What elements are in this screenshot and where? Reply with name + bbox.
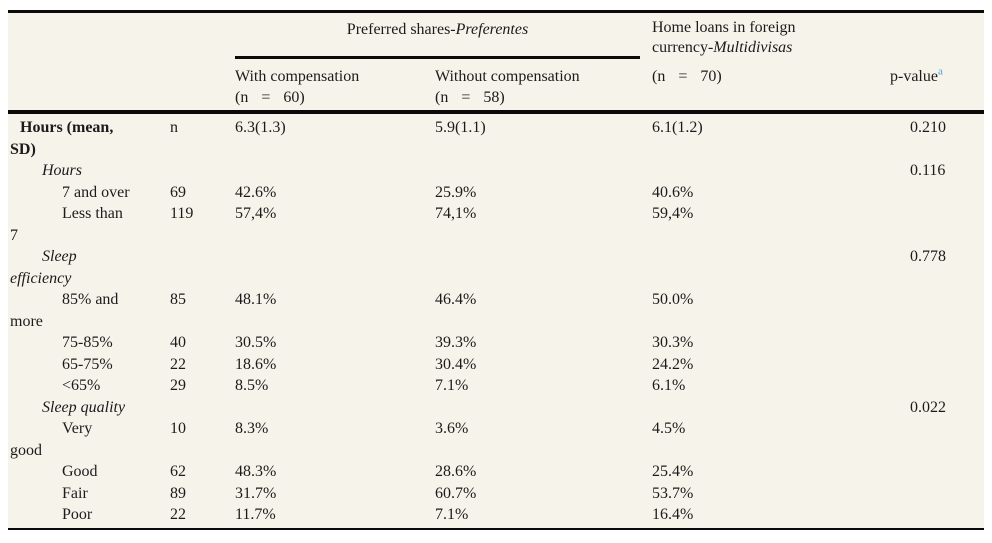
header-subcolumn-row: With compensation (n = 60) Without compe… xyxy=(8,59,984,110)
row-without-compensation-value: 7.1% xyxy=(435,377,469,394)
with-compensation-label: With compensation xyxy=(235,68,360,85)
row-label: Fair xyxy=(62,484,88,502)
results-table: Preferred shares-Preferentes Home loans … xyxy=(8,10,984,530)
table-row: <65% 29 8.5% 7.1% 6.1% xyxy=(8,375,984,397)
row-home-loans-value: 4.5% xyxy=(652,420,686,437)
column-header-with-compensation: With compensation (n = 60) xyxy=(235,59,435,110)
row-with-compensation-value: 11.7% xyxy=(235,506,276,523)
row-with-compensation-value: 48.3% xyxy=(235,463,277,480)
row-p-value: 0.022 xyxy=(910,398,946,416)
row-label: 65-75% xyxy=(62,355,113,373)
table-row: Good 62 48.3% 28.6% 25.4% xyxy=(8,461,984,483)
row-without-compensation-value: 39.3% xyxy=(435,334,477,351)
with-compensation-n: (n = 60) xyxy=(235,89,305,106)
row-p-value: 0.116 xyxy=(910,162,946,179)
row-with-compensation-value: 30.5% xyxy=(235,334,277,351)
row-with-compensation-value: 18.6% xyxy=(235,355,277,373)
row-home-loans-value: 25.4% xyxy=(652,463,694,480)
row-without-compensation-value: 3.6% xyxy=(435,420,469,437)
row-n-value: 22 xyxy=(170,506,186,523)
column-header-home-loans-n: (n = 70) xyxy=(652,68,722,85)
row-with-compensation-value: 48.1% xyxy=(235,291,277,308)
row-with-compensation-value: 31.7% xyxy=(235,484,277,502)
row-with-compensation-value: 8.3% xyxy=(235,420,269,437)
table-body: Hours (mean, SD) n 6.3(1.3) 5.9(1.1) 6.1… xyxy=(8,114,984,528)
row-label: 75-85% xyxy=(62,334,113,351)
row-label: Less than 7 xyxy=(10,205,123,244)
table-row: Sleep quality 0.022 xyxy=(8,397,984,419)
row-n-value: 85 xyxy=(170,291,186,308)
row-n-value: 22 xyxy=(170,355,186,373)
row-home-loans-value: 40.6% xyxy=(652,183,694,201)
table-row: Very good 10 8.3% 3.6% 4.5% xyxy=(8,418,984,461)
p-value-footnote-marker: a xyxy=(937,65,943,78)
group2-text: Home loans in foreign currency- xyxy=(652,19,796,56)
row-home-loans-value: 30.3% xyxy=(652,334,694,351)
row-n-value: 119 xyxy=(170,205,194,222)
column-header-without-compensation: Without compensation (n = 58) xyxy=(435,59,652,110)
table-row: 75-85% 40 30.5% 39.3% 30.3% xyxy=(8,332,984,354)
row-with-compensation-value: 8.5% xyxy=(235,377,269,394)
group1-text: Preferred shares- xyxy=(346,21,456,38)
column-header-p-value: p-valuea xyxy=(890,59,984,110)
p-value-label: p-value xyxy=(890,68,938,85)
row-label: Good xyxy=(62,463,98,480)
row-without-compensation-value: 74,1% xyxy=(435,205,477,222)
without-compensation-label: Without compensation xyxy=(435,68,580,85)
column-group-preferred-shares: Preferred shares-Preferentes xyxy=(235,13,640,59)
table-row: Hours 0.116 xyxy=(8,160,984,182)
table-row: Hours (mean, SD) n 6.3(1.3) 5.9(1.1) 6.1… xyxy=(8,117,984,160)
row-label: Hours xyxy=(42,162,83,179)
table-row: 7 and over 69 42.6% 25.9% 40.6% xyxy=(8,182,984,204)
row-p-value: 0.210 xyxy=(910,119,946,136)
row-n-value: 62 xyxy=(170,463,186,480)
group2-italic-text: Multidivisas xyxy=(713,39,793,56)
row-without-compensation-value: 7.1% xyxy=(435,506,469,523)
table-row: Sleep efficiency 0.778 xyxy=(8,246,984,289)
row-n-value: 69 xyxy=(170,183,186,201)
row-without-compensation-value: 46.4% xyxy=(435,291,477,308)
row-without-compensation-value: 28.6% xyxy=(435,463,477,480)
row-n-value: 40 xyxy=(170,334,186,351)
row-home-loans-value: 53.7% xyxy=(652,484,694,502)
row-n-value: 10 xyxy=(170,420,186,437)
row-without-compensation-value: 25.9% xyxy=(435,183,477,201)
row-n-value: 29 xyxy=(170,377,186,394)
row-p-value: 0.778 xyxy=(910,248,946,265)
row-home-loans-value: 16.4% xyxy=(652,506,694,523)
row-home-loans-value: 50.0% xyxy=(652,291,694,308)
row-home-loans-value: 24.2% xyxy=(652,355,694,373)
row-home-loans-value: 6.1(1.2) xyxy=(652,119,703,136)
table-row: Less than 7 119 57,4% 74,1% 59,4% xyxy=(8,203,984,246)
row-label: 85% and more xyxy=(10,291,119,330)
row-label: Very good xyxy=(10,420,93,459)
group1-italic-text: Preferentes xyxy=(455,21,529,38)
row-without-compensation-value: 30.4% xyxy=(435,355,477,373)
row-without-compensation-value: 5.9(1.1) xyxy=(435,119,486,136)
table-row: Poor 22 11.7% 7.1% 16.4% xyxy=(8,504,984,526)
row-with-compensation-value: 57,4% xyxy=(235,205,277,222)
row-label: Poor xyxy=(62,506,93,523)
row-label: Hours (mean, SD) xyxy=(10,119,114,158)
without-compensation-n: (n = 58) xyxy=(435,89,505,106)
header-group-row: Preferred shares-Preferentes Home loans … xyxy=(8,13,984,59)
row-without-compensation-value: 60.7% xyxy=(435,484,477,502)
row-with-compensation-value: 6.3(1.3) xyxy=(235,119,286,136)
table-header: Preferred shares-Preferentes Home loans … xyxy=(8,13,984,114)
row-home-loans-value: 6.1% xyxy=(652,377,686,394)
column-group-home-loans: Home loans in foreign currency-Multidivi… xyxy=(652,13,832,59)
row-with-compensation-value: 42.6% xyxy=(235,183,277,201)
row-n-value: 89 xyxy=(170,484,186,502)
table-row: 85% and more 85 48.1% 46.4% 50.0% xyxy=(8,289,984,332)
row-home-loans-value: 59,4% xyxy=(652,205,694,222)
row-label: Sleep efficiency xyxy=(10,248,77,287)
row-label: <65% xyxy=(62,377,101,394)
row-n-value: n xyxy=(170,119,178,136)
row-label: Sleep quality xyxy=(42,398,126,416)
table-row: Fair 89 31.7% 60.7% 53.7% xyxy=(8,483,984,505)
row-label: 7 and over xyxy=(62,183,130,201)
table-row: 65-75% 22 18.6% 30.4% 24.2% xyxy=(8,354,984,376)
